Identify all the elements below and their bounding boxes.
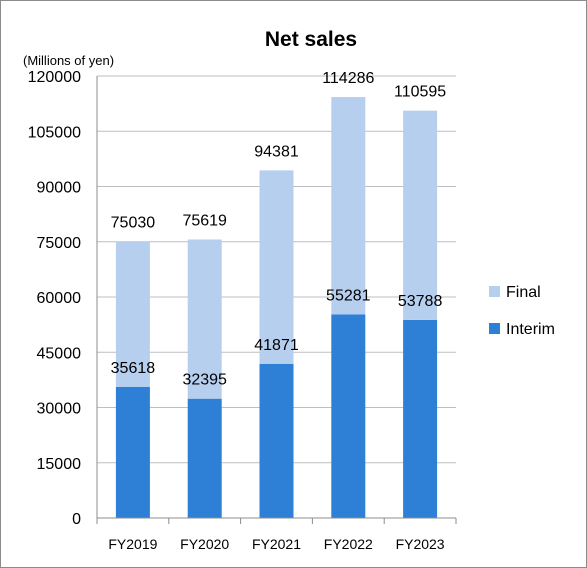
bar-final bbox=[115, 241, 150, 387]
bar-final bbox=[187, 239, 222, 399]
bar-interim bbox=[331, 314, 366, 518]
legend-label-interim: Interim bbox=[506, 321, 555, 338]
y-axis-unit-label: (Millions of yen) bbox=[23, 53, 114, 68]
interim-value-label: 53788 bbox=[398, 293, 443, 310]
bar-interim bbox=[403, 319, 438, 518]
total-value-label: 94381 bbox=[254, 143, 299, 160]
legend-label-final: Final bbox=[506, 284, 541, 301]
total-value-label: 114286 bbox=[322, 70, 374, 87]
interim-value-label: 55281 bbox=[326, 287, 371, 304]
y-tick-label: 0 bbox=[72, 511, 81, 528]
x-tick-label: FY2021 bbox=[252, 536, 301, 552]
y-tick-label: 120000 bbox=[28, 69, 81, 86]
x-tick-label: FY2019 bbox=[108, 536, 157, 552]
bar-interim bbox=[187, 398, 222, 518]
y-tick-label: 105000 bbox=[28, 124, 81, 141]
bar-interim bbox=[115, 386, 150, 518]
x-tick-label: FY2023 bbox=[396, 536, 445, 552]
total-value-label: 75030 bbox=[111, 215, 156, 232]
y-tick-label: 15000 bbox=[37, 456, 82, 473]
chart-title: Net sales bbox=[265, 28, 357, 51]
bar-interim bbox=[259, 363, 294, 518]
x-tick-label: FY2020 bbox=[180, 536, 229, 552]
legend-swatch-final bbox=[489, 286, 500, 297]
x-tick-label: FY2022 bbox=[324, 536, 373, 552]
legend: Final Interim bbox=[489, 284, 555, 338]
y-tick-label: 45000 bbox=[37, 345, 82, 362]
y-tick-label: 60000 bbox=[37, 290, 82, 307]
total-value-label: 110595 bbox=[394, 84, 446, 101]
bars bbox=[115, 97, 438, 518]
data-labels: 35618 75030 32395 75619 41871 94381 55281 11428… bbox=[111, 70, 447, 389]
bar-final bbox=[331, 97, 366, 315]
y-tick-label: 75000 bbox=[37, 235, 82, 252]
interim-value-label: 32395 bbox=[182, 372, 227, 389]
y-tick-label: 30000 bbox=[37, 401, 82, 418]
bar-final bbox=[259, 170, 294, 364]
axes: 0 15000 30000 45000 60000 75000 90000 105000 120… bbox=[28, 69, 457, 552]
legend-swatch-interim bbox=[489, 323, 500, 334]
y-tick-label: 90000 bbox=[37, 180, 82, 197]
bar-final bbox=[403, 110, 438, 320]
total-value-label: 75619 bbox=[182, 212, 227, 229]
interim-value-label: 41871 bbox=[254, 337, 299, 354]
interim-value-label: 35618 bbox=[111, 360, 156, 377]
